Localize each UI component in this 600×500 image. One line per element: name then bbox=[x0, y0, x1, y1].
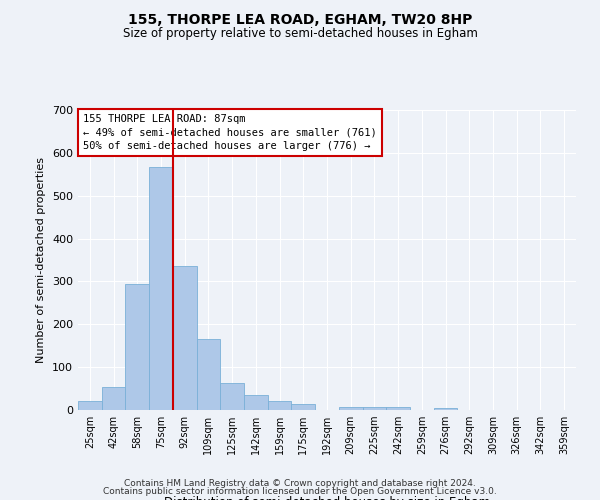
Bar bbox=[125, 284, 149, 410]
Text: Contains public sector information licensed under the Open Government Licence v3: Contains public sector information licen… bbox=[103, 487, 497, 496]
Text: Size of property relative to semi-detached houses in Egham: Size of property relative to semi-detach… bbox=[122, 28, 478, 40]
Bar bbox=[102, 388, 125, 410]
Bar bbox=[149, 167, 173, 410]
Bar bbox=[220, 384, 244, 410]
Bar bbox=[197, 340, 220, 410]
Y-axis label: Number of semi-detached properties: Number of semi-detached properties bbox=[37, 157, 46, 363]
Bar bbox=[173, 266, 197, 410]
Bar bbox=[78, 400, 102, 410]
X-axis label: Distribution of semi-detached houses by size in Egham: Distribution of semi-detached houses by … bbox=[164, 496, 490, 500]
Text: 155 THORPE LEA ROAD: 87sqm
← 49% of semi-detached houses are smaller (761)
50% o: 155 THORPE LEA ROAD: 87sqm ← 49% of semi… bbox=[83, 114, 377, 151]
Bar bbox=[292, 404, 315, 410]
Bar bbox=[386, 408, 410, 410]
Bar bbox=[434, 408, 457, 410]
Bar bbox=[339, 408, 362, 410]
Bar bbox=[362, 407, 386, 410]
Text: 155, THORPE LEA ROAD, EGHAM, TW20 8HP: 155, THORPE LEA ROAD, EGHAM, TW20 8HP bbox=[128, 12, 472, 26]
Text: Contains HM Land Registry data © Crown copyright and database right 2024.: Contains HM Land Registry data © Crown c… bbox=[124, 478, 476, 488]
Bar bbox=[244, 394, 268, 410]
Bar bbox=[268, 402, 292, 410]
